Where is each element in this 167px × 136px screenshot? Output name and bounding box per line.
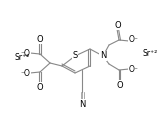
Text: O⁻: O⁻: [129, 35, 139, 44]
Text: ⁻O: ⁻O: [20, 49, 30, 58]
Text: N: N: [79, 100, 86, 109]
Text: O: O: [37, 83, 43, 92]
Text: O: O: [114, 21, 121, 30]
Text: ⁻O: ⁻O: [20, 69, 30, 78]
Text: S: S: [72, 52, 78, 61]
Text: Sr⁺²: Sr⁺²: [14, 53, 30, 63]
Text: O: O: [117, 81, 123, 89]
Text: O⁻: O⁻: [129, 64, 139, 73]
Text: O: O: [37, 35, 43, 44]
Text: N: N: [100, 52, 106, 61]
Text: Sr⁺²: Sr⁺²: [142, 50, 158, 58]
